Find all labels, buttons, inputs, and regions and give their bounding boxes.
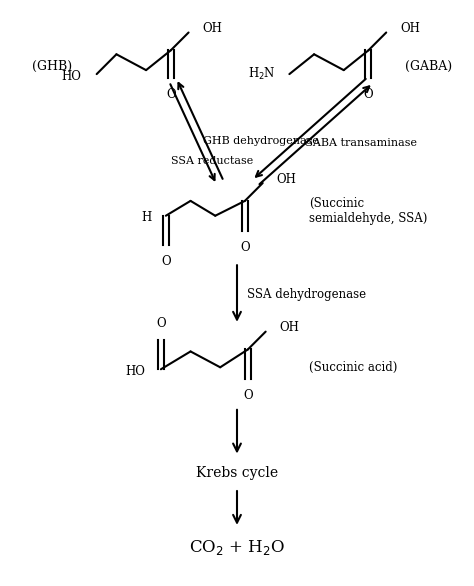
Text: (GABA): (GABA) xyxy=(405,60,453,73)
Text: CO$_2$ + H$_2$O: CO$_2$ + H$_2$O xyxy=(189,538,285,557)
Text: O: O xyxy=(243,389,253,402)
Text: O: O xyxy=(364,88,373,101)
Text: GHB dehydrogenase: GHB dehydrogenase xyxy=(203,137,319,146)
Text: HO: HO xyxy=(61,70,81,83)
Text: O: O xyxy=(166,88,175,101)
Text: SSA dehydrogenase: SSA dehydrogenase xyxy=(247,288,366,301)
Text: (Succinic acid): (Succinic acid) xyxy=(309,361,398,374)
Text: HO: HO xyxy=(125,364,145,378)
Text: Krebs cycle: Krebs cycle xyxy=(196,466,278,481)
Text: O: O xyxy=(156,316,166,330)
Text: O: O xyxy=(240,240,250,254)
Text: (GHB): (GHB) xyxy=(32,60,73,73)
Text: OH: OH xyxy=(276,173,296,186)
Text: OH: OH xyxy=(280,321,300,334)
Text: H$_2$N: H$_2$N xyxy=(248,66,275,82)
Text: OH: OH xyxy=(202,22,222,35)
Text: GABA transaminase: GABA transaminase xyxy=(304,138,417,148)
Text: O: O xyxy=(161,255,171,268)
Text: (Succinic
semialdehyde, SSA): (Succinic semialdehyde, SSA) xyxy=(309,197,428,225)
Text: SSA reductase: SSA reductase xyxy=(171,156,253,166)
Text: OH: OH xyxy=(400,22,420,35)
Text: H: H xyxy=(142,211,152,224)
